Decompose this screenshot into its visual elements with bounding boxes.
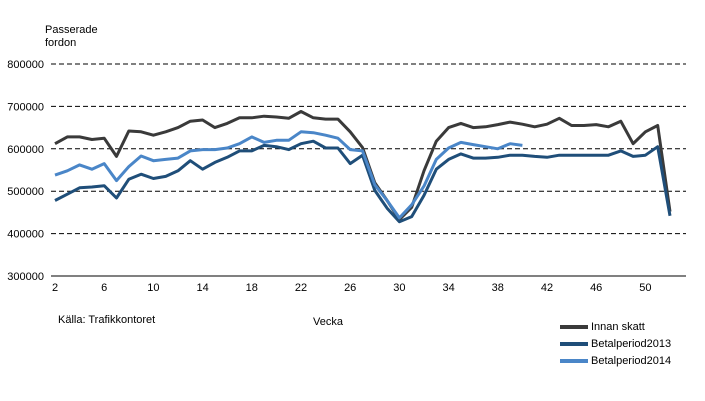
- series-line-innan-skatt: [54, 110, 672, 222]
- x-tick-label: 26: [344, 282, 356, 294]
- legend-swatch-betalperiod2013: [560, 341, 588, 346]
- x-tick-label: 22: [295, 282, 307, 294]
- legend-swatch-innan-skatt: [560, 324, 588, 329]
- x-axis-tick-labels: 2 6 10 14 18 22 26 30 34 38 42 46 50: [52, 282, 652, 294]
- x-tick-label: 10: [147, 282, 159, 294]
- x-tick-label: 42: [541, 282, 553, 294]
- series-lines: [54, 110, 672, 224]
- x-tick-label: 46: [590, 282, 602, 294]
- y-tick-label: 300000: [7, 271, 44, 283]
- x-tick-label: 14: [196, 282, 208, 294]
- y-axis-label-line-1: Passerade: [45, 24, 98, 36]
- y-axis-label: Passerade fordon: [45, 24, 98, 50]
- x-tick-label: 6: [101, 282, 107, 294]
- gridlines: [51, 63, 686, 235]
- x-axis-label: Vecka: [313, 316, 343, 328]
- series-line-betalperiod2014: [54, 130, 523, 220]
- x-tick-label: 30: [393, 282, 405, 294]
- x-tick-label: 34: [442, 282, 454, 294]
- y-tick-label: 400000: [7, 229, 44, 241]
- legend-swatch-betalperiod2014: [560, 358, 588, 363]
- x-tick-label: 2: [52, 282, 58, 294]
- legend-label-innan-skatt: Innan skatt: [591, 320, 645, 333]
- legend-item-innan-skatt: Innan skatt: [560, 318, 671, 335]
- legend-label-betalperiod2013: Betalperiod2013: [591, 337, 672, 350]
- x-tick-label: 50: [639, 282, 651, 294]
- y-tick-label: 700000: [7, 101, 44, 113]
- legend-item-betalperiod2013: Betalperiod2013: [560, 335, 671, 352]
- legend: Innan skatt Betalperiod2013 Betalperiod2…: [560, 318, 671, 369]
- source-note: Källa: Trafikkontoret: [58, 314, 156, 326]
- x-tick-label: 38: [492, 282, 504, 294]
- y-tick-label: 600000: [7, 144, 44, 156]
- y-tick-label: 800000: [7, 59, 44, 71]
- y-axis-label-line-2: fordon: [45, 37, 77, 49]
- y-axis-tick-labels: 300000 400000 500000 600000 700000 800000: [7, 59, 44, 283]
- legend-item-betalperiod2014: Betalperiod2014: [560, 352, 671, 369]
- x-tick-label: 18: [246, 282, 258, 294]
- legend-label-betalperiod2014: Betalperiod2014: [591, 354, 672, 367]
- y-tick-label: 500000: [7, 186, 44, 198]
